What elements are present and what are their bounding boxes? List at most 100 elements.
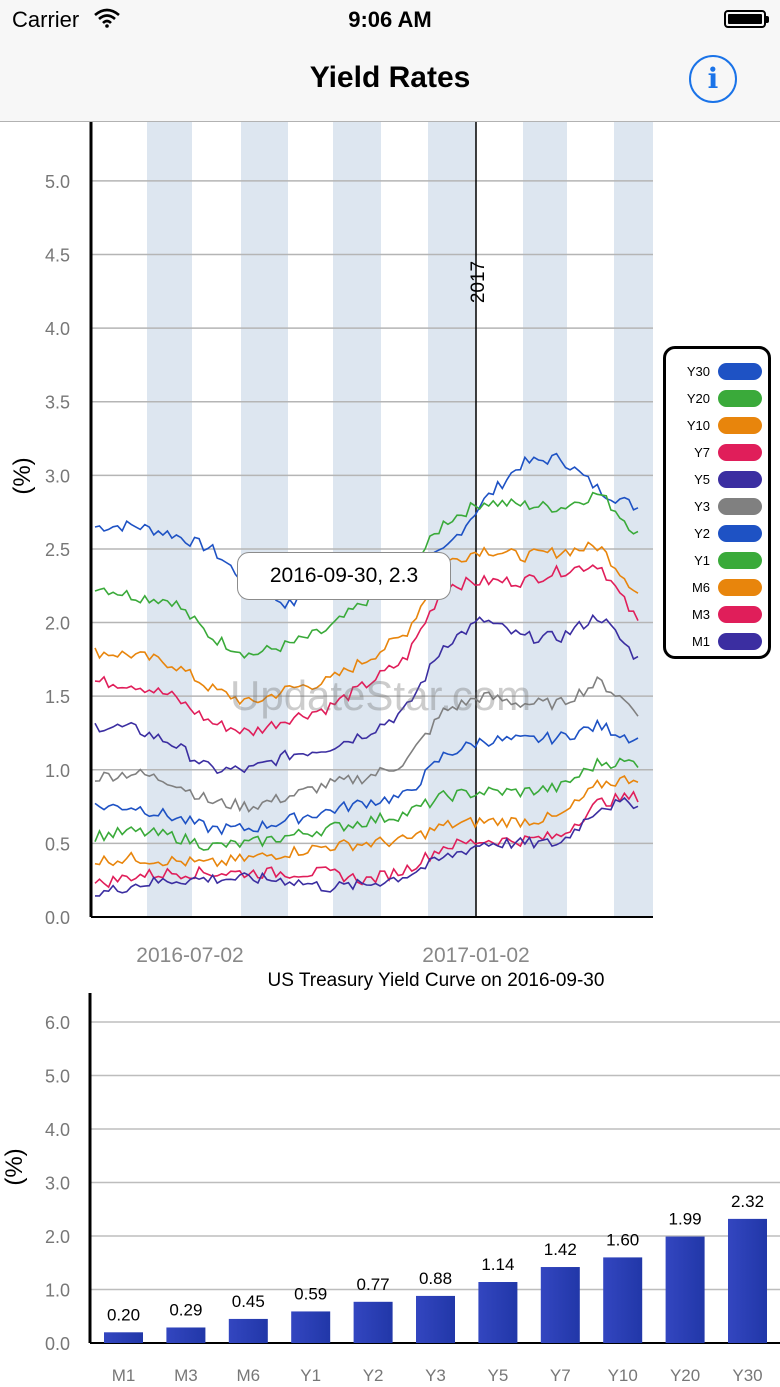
series-line-y10 bbox=[94, 541, 639, 706]
battery-icon bbox=[724, 10, 769, 28]
data-label: 0.77 bbox=[357, 1275, 390, 1294]
legend-label: M1 bbox=[691, 634, 710, 649]
legend-swatch bbox=[718, 525, 762, 542]
data-label: 1.99 bbox=[669, 1210, 702, 1229]
y-tick-label: 1.5 bbox=[45, 687, 70, 707]
y-tick-label: 4.0 bbox=[45, 1120, 70, 1140]
y-tick-label: 0.0 bbox=[45, 908, 70, 928]
page-title: Yield Rates bbox=[309, 61, 471, 94]
y-tick-label: 4.0 bbox=[45, 319, 70, 339]
legend-label: Y10 bbox=[686, 418, 710, 433]
y-tick-label: 2.0 bbox=[45, 614, 70, 634]
info-icon: i bbox=[707, 62, 719, 95]
y-tick-label: 6.0 bbox=[45, 1013, 70, 1033]
legend-item-y1: Y1 bbox=[666, 547, 768, 574]
x-tick-label: M1 bbox=[112, 1366, 136, 1385]
year-marker-label: 2017 bbox=[468, 261, 489, 303]
x-tick-label: Y10 bbox=[608, 1366, 638, 1385]
legend-item-m1: M1 bbox=[666, 628, 768, 655]
bar-y1 bbox=[291, 1311, 331, 1343]
data-label: 1.60 bbox=[606, 1230, 639, 1249]
series-line-y2 bbox=[94, 718, 639, 836]
x-tick-label: Y7 bbox=[550, 1366, 571, 1385]
legend-item-y7: Y7 bbox=[666, 439, 768, 466]
legend-item-y3: Y3 bbox=[666, 493, 768, 520]
data-label: 2.32 bbox=[731, 1192, 764, 1211]
yield-line-chart[interactable]: 0.0 0.5 1.0 1.5 2.0 2.5 3.0 3.5 4.0 4.5 5.0 (%) 2016… bbox=[0, 0, 780, 970]
bar-y2 bbox=[353, 1301, 393, 1343]
series-line-m3 bbox=[94, 790, 639, 889]
legend-item-y20: Y20 bbox=[666, 385, 768, 412]
x-tick-label: 2017-01-02 bbox=[422, 944, 529, 967]
series-line-y7 bbox=[94, 564, 639, 737]
legend-label: Y20 bbox=[686, 391, 710, 406]
series-line-y1 bbox=[94, 757, 639, 851]
legend-item-m6: M6 bbox=[666, 574, 768, 601]
x-tick-label: Y20 bbox=[670, 1366, 700, 1385]
bar-y30 bbox=[728, 1218, 767, 1343]
series-line-m6 bbox=[94, 774, 639, 868]
data-label: 1.14 bbox=[481, 1255, 514, 1274]
bar-y5 bbox=[478, 1282, 518, 1343]
legend-label: Y1 bbox=[694, 553, 710, 568]
legend-swatch bbox=[718, 633, 762, 650]
data-label: 1.42 bbox=[544, 1240, 577, 1259]
y-tick-label: 5.0 bbox=[45, 1067, 70, 1087]
y-tick-label: 0.5 bbox=[45, 834, 70, 854]
y-tick-label: 0.0 bbox=[45, 1334, 70, 1354]
bar-m1 bbox=[104, 1332, 143, 1343]
data-label: 0.88 bbox=[419, 1269, 452, 1288]
legend-swatch bbox=[718, 498, 762, 515]
clock: 9:06 AM bbox=[348, 7, 432, 32]
y-tick-label: 2.5 bbox=[45, 540, 70, 560]
x-tick-label: Y1 bbox=[300, 1366, 321, 1385]
wifi-icon bbox=[94, 8, 120, 28]
x-tick-label: M6 bbox=[236, 1366, 260, 1385]
y-tick-label: 1.0 bbox=[45, 1281, 70, 1301]
status-bar: Carrier 9:06 AM bbox=[0, 0, 780, 40]
y-tick-label: 2.0 bbox=[45, 1227, 70, 1247]
legend-item-y2: Y2 bbox=[666, 520, 768, 547]
legend-label: Y30 bbox=[686, 364, 710, 379]
navigation-bar: Yield Rates i bbox=[0, 40, 780, 122]
x-tick-label: Y2 bbox=[363, 1366, 384, 1385]
data-label: 0.59 bbox=[294, 1284, 327, 1303]
legend-swatch bbox=[718, 417, 762, 434]
y-axis-label: (%) bbox=[9, 457, 36, 494]
data-label: 0.20 bbox=[107, 1305, 140, 1324]
legend-label: Y3 bbox=[694, 499, 710, 514]
legend-label: M3 bbox=[691, 607, 710, 622]
y-tick-label: 4.5 bbox=[45, 246, 70, 266]
bar-m3 bbox=[166, 1327, 206, 1343]
legend-item-y5: Y5 bbox=[666, 466, 768, 493]
legend-swatch bbox=[718, 579, 762, 596]
series-line-y20 bbox=[94, 491, 639, 659]
series-line-m1 bbox=[95, 796, 639, 897]
legend-label: Y7 bbox=[694, 445, 710, 460]
y-tick-label: 3.0 bbox=[45, 1174, 70, 1194]
legend-item-m3: M3 bbox=[666, 601, 768, 628]
y-axis-label: (%) bbox=[1, 1148, 28, 1185]
bar-y7 bbox=[540, 1267, 580, 1343]
x-tick-label: Y5 bbox=[488, 1366, 509, 1385]
y-tick-label: 3.5 bbox=[45, 393, 70, 413]
info-button[interactable]: i bbox=[689, 55, 737, 103]
legend-swatch bbox=[718, 390, 762, 407]
y-tick-label: 1.0 bbox=[45, 761, 70, 781]
legend-label: Y2 bbox=[694, 526, 710, 541]
series-line-y3 bbox=[94, 675, 639, 813]
series-line-y5 bbox=[94, 613, 639, 775]
carrier-label: Carrier bbox=[12, 7, 80, 32]
bar-m6 bbox=[228, 1318, 268, 1343]
x-tick-label: M3 bbox=[174, 1366, 198, 1385]
legend-swatch bbox=[718, 471, 762, 488]
legend-swatch bbox=[718, 363, 762, 380]
legend-item-y10: Y10 bbox=[666, 412, 768, 439]
bar-chart-title: US Treasury Yield Curve on 2016-09-30 bbox=[267, 970, 605, 991]
data-tooltip: 2016-09-30, 2.3 bbox=[237, 552, 451, 600]
x-tick-label: Y30 bbox=[732, 1366, 762, 1385]
data-label: 0.29 bbox=[169, 1300, 202, 1319]
bar-y20 bbox=[665, 1236, 705, 1343]
legend: Y30 Y20 Y10 Y7 Y5 Y3 Y2 Y1 M6 M3 M1 bbox=[663, 346, 771, 659]
x-tick-label: Y3 bbox=[425, 1366, 446, 1385]
